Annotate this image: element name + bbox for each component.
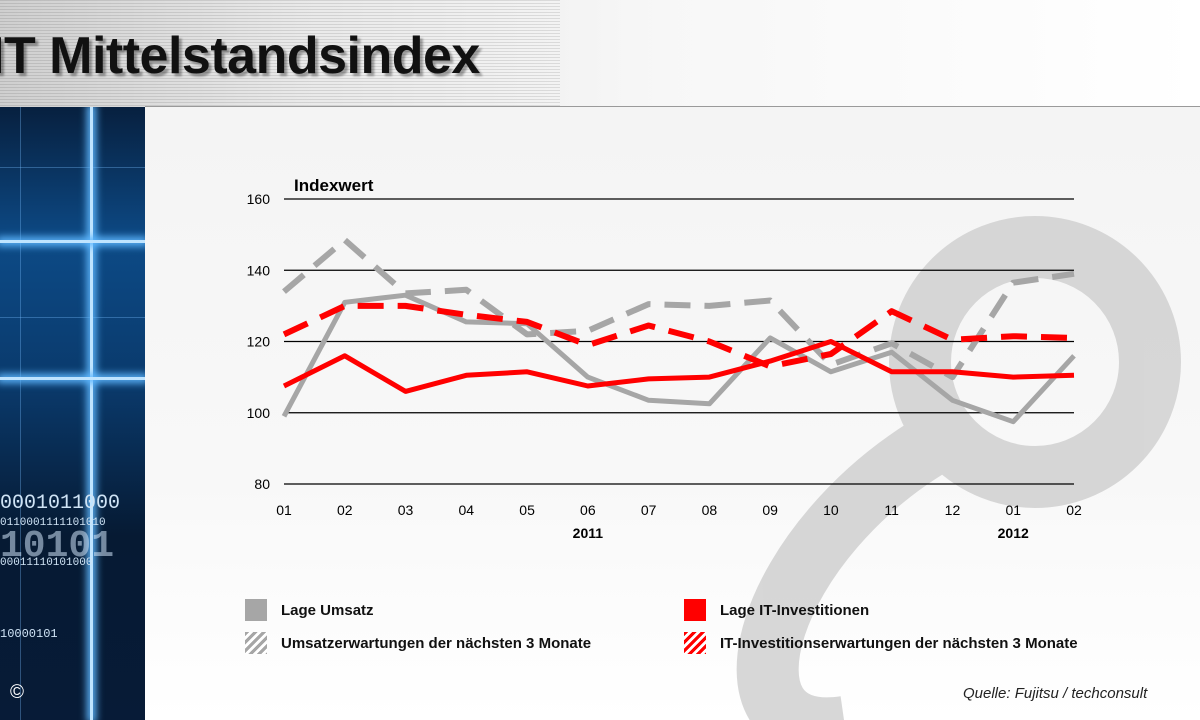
x-tick-label: 01 xyxy=(276,502,292,518)
x-tick-label: 08 xyxy=(702,502,718,518)
legend-label: Umsatzerwartungen der nächsten 3 Monate xyxy=(281,634,592,652)
legend-label: Lage IT-Investitionen xyxy=(720,601,870,619)
binary-text: 00011110101000 xyxy=(0,557,93,569)
y-tick-label: 140 xyxy=(247,262,271,278)
header-divider xyxy=(145,106,1200,107)
sidebar-glow-vertical xyxy=(90,107,93,720)
sidebar-grid-line xyxy=(20,107,21,720)
x-tick-label: 04 xyxy=(459,502,475,518)
binary-text: 10000101 xyxy=(0,627,58,641)
y-axis-label: Indexwert xyxy=(294,176,374,195)
sidebar-decoration: 0001011000 0110001111101010 10101 000111… xyxy=(0,107,145,720)
x-tick-label: 12 xyxy=(945,502,961,518)
legend-swatch xyxy=(684,599,706,621)
y-tick-label: 80 xyxy=(254,476,270,492)
gridlines xyxy=(284,198,1074,485)
series-line-it-investitionserwartungen-der-nächsten-3-monate xyxy=(282,302,1075,370)
legend-swatch xyxy=(245,632,267,654)
chart-panel: 80 100 120 140 160 Indexwert 01 02 03 04 05 06 07 08 0… xyxy=(145,107,1200,720)
year-label: 2012 xyxy=(998,525,1029,541)
x-tick-label: 02 xyxy=(337,502,353,518)
legend-label: Lage Umsatz xyxy=(281,601,374,619)
copyright-symbol: © xyxy=(10,682,24,703)
series-lines xyxy=(281,237,1076,425)
sidebar-glow-horizontal xyxy=(0,377,145,380)
year-label: 2011 xyxy=(573,525,604,541)
binary-text: 0001011000 xyxy=(0,492,121,515)
y-tick-label: 120 xyxy=(247,334,271,350)
y-tick-label: 160 xyxy=(247,191,271,207)
sidebar-glow-horizontal xyxy=(0,240,145,243)
legend-label: IT-Investitionserwartungen der nächsten … xyxy=(720,634,1078,652)
page-title: IT Mittelstandsindex xyxy=(0,27,480,85)
sidebar-grid-line xyxy=(0,167,145,168)
header-banner: IT Mittelstandsindex xyxy=(0,0,1200,107)
x-tick-label: 11 xyxy=(884,502,899,518)
series-line-lage-it-investitionen xyxy=(282,339,1075,394)
binary-text: 10101 xyxy=(0,525,115,568)
x-tick-label: 06 xyxy=(580,502,596,518)
legend-item-lage-umsatz: Lage Umsatz xyxy=(245,597,374,623)
x-tick-label: 05 xyxy=(519,502,535,518)
x-tick-label: 09 xyxy=(762,502,778,518)
binary-text: 0110001111101010 xyxy=(0,517,106,529)
series-line-lage-umsatz xyxy=(281,292,1076,425)
x-tick-label: 01 xyxy=(1005,502,1021,518)
source-note: Quelle: Fujitsu / techconsult xyxy=(963,685,1148,702)
axis-labels: 80 100 120 140 160 Indexwert 01 02 03 04 05 06 07 08 0… xyxy=(247,176,1082,541)
x-tick-label: 10 xyxy=(823,502,839,518)
watermark-arc xyxy=(736,409,961,720)
legend-item-lage-it-investitionen: Lage IT-Investitionen xyxy=(684,597,869,623)
legend-item-it-investitionserwartungen: IT-Investitionserwartungen der nächsten … xyxy=(684,630,1078,656)
series-line-umsatzerwartungen-der-nächsten-3-monate xyxy=(282,237,1075,381)
legend-swatch xyxy=(245,599,267,621)
x-tick-label: 03 xyxy=(398,502,414,518)
x-tick-label: 02 xyxy=(1066,502,1082,518)
legend-swatch xyxy=(684,632,706,654)
sidebar-grid-line xyxy=(0,317,145,318)
x-tick-label: 07 xyxy=(641,502,657,518)
line-chart: 80 100 120 140 160 Indexwert 01 02 03 04 05 06 07 08 0… xyxy=(247,176,1181,720)
y-tick-label: 100 xyxy=(247,405,271,421)
legend-item-umsatzerwartungen: Umsatzerwartungen der nächsten 3 Monate xyxy=(245,630,591,656)
